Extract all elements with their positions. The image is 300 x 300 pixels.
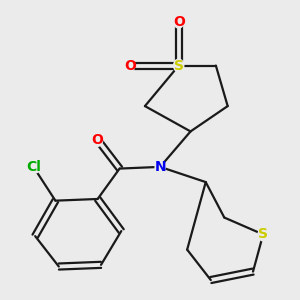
Ellipse shape	[125, 59, 135, 72]
Ellipse shape	[258, 228, 268, 241]
Text: Cl: Cl	[26, 160, 41, 174]
Text: S: S	[258, 227, 268, 242]
Ellipse shape	[26, 160, 41, 173]
Text: O: O	[124, 58, 136, 73]
Text: O: O	[173, 15, 184, 29]
Ellipse shape	[93, 134, 103, 146]
Ellipse shape	[174, 59, 184, 72]
Text: O: O	[92, 133, 103, 147]
Text: S: S	[174, 58, 184, 73]
Ellipse shape	[174, 15, 184, 28]
Ellipse shape	[155, 160, 165, 173]
Text: N: N	[154, 160, 166, 174]
